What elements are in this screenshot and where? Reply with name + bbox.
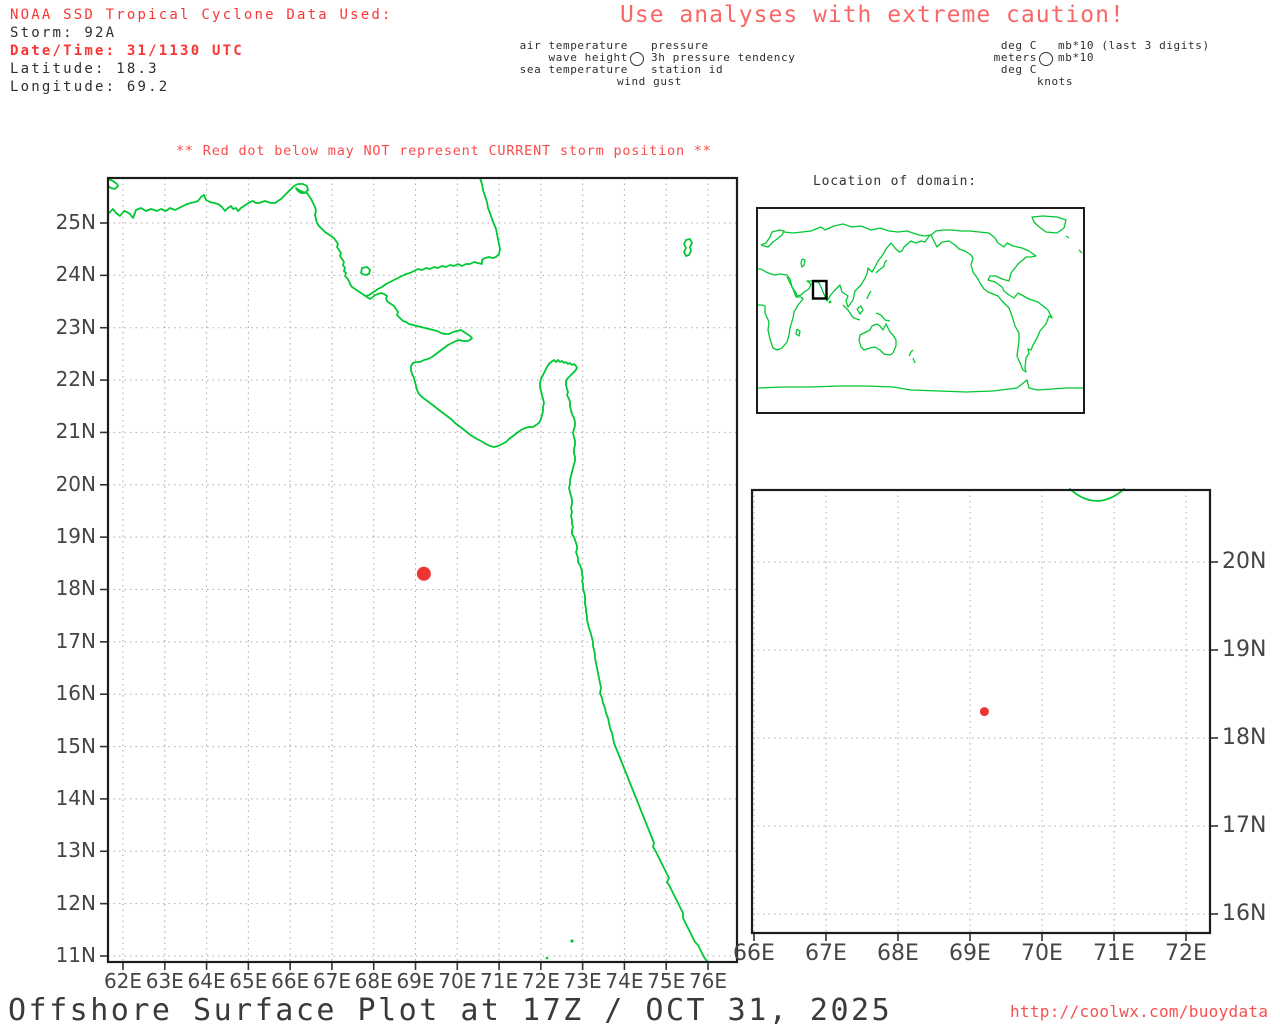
main_map-lon-label: 76E — [688, 969, 728, 993]
main_map-lon-label: 72E — [521, 969, 560, 993]
zoom_map-lon-label: 66E — [733, 941, 775, 966]
units-deg-c-2: deg C — [1000, 63, 1037, 76]
zoom_map-lon-label: 69E — [949, 941, 991, 966]
main_map-lat-label: 16N — [55, 681, 96, 706]
units-mb10-last3: mb*10 (last 3 digits) — [1058, 39, 1210, 52]
zoom_map-lat-label: 16N — [1222, 900, 1267, 926]
main_map-lat-label: 14N — [55, 785, 96, 810]
units-deg-c-1: deg C — [1000, 39, 1037, 52]
legend-wave-height: wave height — [548, 51, 628, 64]
main_map-lon-label: 71E — [480, 969, 519, 993]
legend-wind-gust: wind gust — [617, 75, 683, 88]
units-knots: knots — [1037, 75, 1074, 88]
storm-position-dot — [979, 707, 989, 717]
main_map-lat-label: 15N — [55, 733, 96, 758]
main-map-coastline — [107, 177, 709, 964]
zoom_map-lat-label: 17N — [1222, 812, 1267, 838]
units-model-circle-icon — [1039, 52, 1053, 66]
legend-station-id: station id — [651, 63, 724, 76]
info-storm: Storm: 92A — [10, 25, 117, 41]
units-meters: meters — [993, 51, 1037, 64]
main_map-lat-label: 19N — [55, 524, 96, 549]
zoom-map-frame — [750, 488, 1212, 935]
main_map-lon-label: 67E — [312, 969, 351, 993]
main_map-lon-label: 73E — [563, 969, 602, 993]
legend-pressure: pressure — [651, 39, 709, 52]
main_map-lon-label: 69E — [396, 969, 435, 993]
zoom_map-lat-label: 18N — [1222, 724, 1267, 750]
zoom-map-coastline — [1069, 488, 1125, 502]
main_map-lon-label: 68E — [354, 969, 393, 993]
legend-air-temperature: air temperature — [519, 39, 628, 52]
info-datetime: Date/Time: 31/1130 UTC — [10, 43, 244, 59]
main_map-lon-label: 64E — [187, 969, 226, 993]
zoom_map-lon-label: 71E — [1093, 941, 1135, 966]
main_map-lon-label: 75E — [647, 969, 686, 993]
main_map-lat-label: 17N — [55, 628, 96, 653]
main_map-lat-label: 11N — [55, 942, 96, 967]
main_map-lat-label: 21N — [55, 419, 96, 444]
storm-position-warning: ** Red dot below may NOT represent CURRE… — [176, 143, 712, 159]
zoom_map-lon-label: 72E — [1165, 941, 1207, 966]
zoom_map-lat-label: 19N — [1222, 636, 1267, 662]
main_map-lon-label: 66E — [271, 969, 310, 993]
legend-sea-temperature: sea temperature — [519, 63, 628, 76]
world-map-coastline — [756, 215, 1084, 393]
map-frames — [106, 176, 1212, 964]
storm-dots-layer — [416, 566, 989, 717]
domain-inset-title: Location of domain: — [813, 174, 977, 189]
info-title: NOAA SSD Tropical Cyclone Data Used: — [10, 7, 393, 23]
zoom_map-lon-label: 68E — [877, 941, 919, 966]
main_map-lon-label: 74E — [605, 969, 644, 993]
caution-headline: Use analyses with extreme caution! — [620, 2, 1125, 28]
islet-dot — [570, 939, 574, 943]
units-mb10: mb*10 — [1058, 51, 1095, 64]
source-url-link[interactable]: http://coolwx.com/buoydata — [1010, 1002, 1269, 1021]
station-model-circle-icon — [630, 52, 644, 66]
main_map-lat-label: 13N — [55, 838, 96, 863]
islet-dot — [545, 956, 549, 960]
legend-pressure-tendency: 3h pressure tendency — [651, 51, 796, 64]
generated-grid-layer — [100, 178, 1218, 970]
main_map-lat-label: 22N — [55, 367, 96, 392]
main_map-lon-label: 63E — [145, 969, 184, 993]
zoom_map-lon-label: 67E — [805, 941, 847, 966]
main_map-lat-label: 18N — [55, 576, 96, 601]
storm-position-dot — [416, 566, 431, 581]
page-title: Offshore Surface Plot at 17Z / OCT 31, 2… — [8, 993, 893, 1024]
info-longitude: Longitude: 69.2 — [10, 79, 170, 95]
main_map-lat-label: 12N — [55, 890, 96, 915]
main_map-lat-label: 25N — [55, 210, 96, 234]
main-map-frame — [106, 176, 739, 964]
main_map-lon-label: 65E — [229, 969, 268, 993]
main_map-lon-label: 62E — [103, 969, 143, 993]
domain-box — [811, 279, 828, 300]
main_map-lat-label: 24N — [55, 262, 96, 287]
zoom_map-lon-label: 70E — [1021, 941, 1063, 966]
info-latitude: Latitude: 18.3 — [10, 61, 159, 77]
main_map-lat-label: 20N — [55, 471, 96, 496]
zoom_map-lat-label: 20N — [1222, 548, 1267, 574]
main_map-lat-label: 23N — [55, 314, 96, 339]
main_map-lon-label: 70E — [438, 969, 477, 993]
world-map-frame — [756, 207, 1085, 414]
